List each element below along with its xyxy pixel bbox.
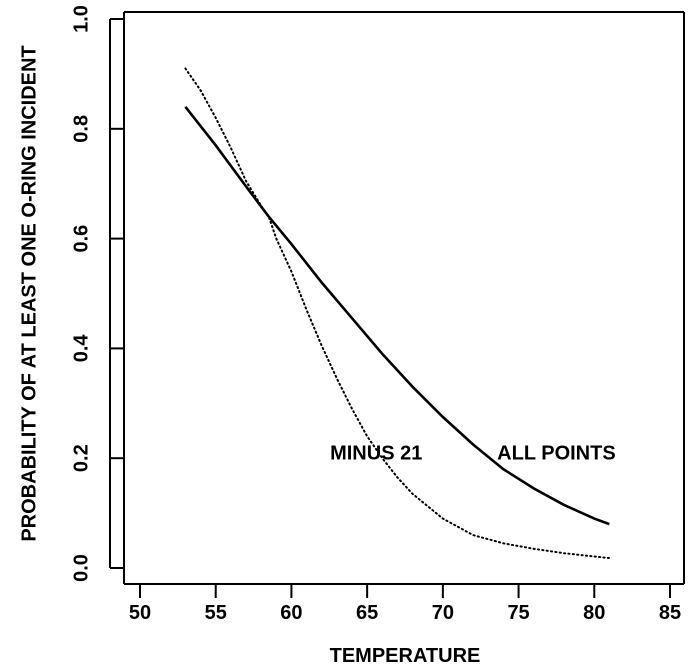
y-tick-label: 0.8: [70, 115, 92, 143]
x-tick-label: 60: [280, 602, 302, 624]
y-tick-label: 1.0: [70, 5, 92, 33]
x-tick-label: 50: [129, 602, 151, 624]
x-axis-title: TEMPERATURE: [330, 645, 481, 667]
annotation-all-points: ALL POINTS: [497, 443, 616, 465]
series-line-minus-21: [184, 67, 611, 560]
x-tick-label: 55: [205, 602, 227, 624]
x-tick-label: 85: [659, 602, 681, 624]
annotation-minus-21: MINUS 21: [330, 443, 422, 465]
series-line-all-points: [184, 105, 610, 526]
y-tick-label: 0.4: [70, 334, 92, 363]
x-tick-label: 65: [356, 602, 378, 624]
y-tick-label: 0.0: [70, 554, 92, 582]
axes: 0.0 0.2 0.4 0.6 0.8 1.0 50 55 60 65 70 75 80 85: [70, 5, 685, 624]
x-tick-label: 70: [432, 602, 454, 624]
series-layer: [184, 67, 611, 560]
x-tick-label: 75: [507, 602, 529, 624]
y-axis-title: PROBABILITY OF AT LEAST ONE O-RING INCID…: [18, 45, 40, 541]
x-tick-label: 80: [583, 602, 605, 624]
y-tick-label: 0.2: [70, 444, 92, 472]
y-tick-label: 0.6: [70, 225, 92, 253]
